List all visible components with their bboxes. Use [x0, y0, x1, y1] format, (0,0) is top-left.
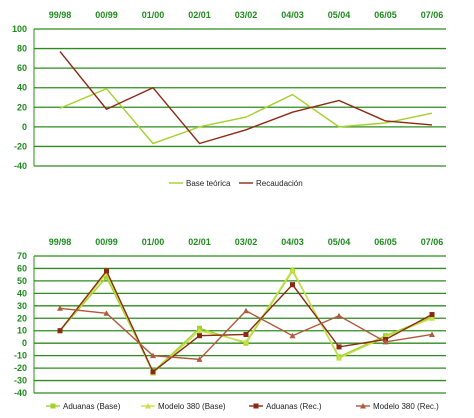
category-label: 04/03 [281, 237, 304, 247]
legend-label: Aduanas (Base) [63, 402, 121, 411]
category-label: 06/05 [374, 237, 397, 247]
legend-marker [50, 403, 56, 409]
data-point [243, 338, 249, 345]
data-point [196, 327, 203, 334]
category-label: 06/05 [374, 10, 397, 20]
y-tick-label: 100 [12, 24, 27, 34]
legend-label: Base teórica [186, 179, 231, 188]
series-line [59, 87, 433, 145]
data-point [290, 282, 295, 288]
y-tick-label: 20 [17, 102, 27, 112]
data-point [57, 305, 63, 311]
y-tick-label: -40 [14, 161, 27, 171]
data-point [197, 333, 202, 339]
category-label: 03/02 [235, 237, 258, 247]
category-label: 05/04 [328, 10, 351, 20]
y-tick-label: -30 [14, 376, 27, 386]
category-label: 99/98 [49, 10, 72, 20]
data-point [150, 369, 156, 375]
legend-marker [360, 403, 366, 409]
y-tick-label: -10 [14, 351, 27, 361]
data-point [289, 266, 296, 273]
data-point [57, 328, 63, 334]
data-point [243, 331, 249, 337]
legend-marker [145, 403, 151, 409]
category-label: 02/01 [188, 10, 211, 20]
category-label: 07/06 [421, 237, 444, 247]
y-tick-label: -40 [14, 388, 27, 398]
category-label: 07/06 [421, 10, 444, 20]
y-tick-label: -20 [14, 363, 27, 373]
y-tick-label: 30 [17, 301, 27, 311]
category-label: 01/00 [142, 10, 165, 20]
y-tick-label: 10 [17, 326, 27, 336]
y-tick-label: 40 [17, 288, 27, 298]
y-tick-label: 0 [22, 122, 27, 132]
y-tick-label: 0 [22, 338, 27, 348]
legend-marker [253, 403, 259, 409]
legend-label: Modelo 380 (Base) [158, 402, 226, 411]
data-point [429, 331, 435, 337]
data-point [382, 338, 389, 345]
data-point [289, 332, 296, 339]
category-label: 04/03 [281, 10, 304, 20]
data-point [336, 344, 342, 350]
category-label: 02/01 [188, 237, 211, 247]
category-label: 03/02 [235, 10, 258, 20]
category-label: 00/99 [95, 10, 118, 20]
chart-2: 70 60 50 40 30 20 10 0 -10 -20 -30 -40 99/98 00/99 01/… [14, 237, 446, 411]
category-label: 05/04 [328, 237, 351, 247]
y-tick-label: 60 [17, 63, 27, 73]
y-tick-label: -20 [14, 141, 27, 151]
legend-label: Modelo 380 (Rec.) [373, 402, 439, 411]
data-point [104, 268, 109, 274]
y-tick-label: 80 [17, 44, 27, 54]
y-tick-label: 70 [17, 251, 27, 261]
y-tick-label: 50 [17, 276, 27, 286]
legend-label: Recaudación [256, 179, 303, 188]
y-tick-label: 60 [17, 263, 27, 273]
data-point [243, 307, 249, 314]
series-line [59, 51, 433, 145]
category-label: 01/00 [142, 237, 165, 247]
category-label: 99/98 [49, 237, 72, 247]
data-point [336, 312, 342, 319]
data-point [150, 352, 156, 359]
data-point [336, 355, 342, 361]
legend-label: Aduanas (Rec.) [266, 402, 322, 411]
data-point [429, 312, 435, 318]
y-tick-label: 40 [17, 83, 27, 93]
y-tick-label: 20 [17, 313, 27, 323]
category-label: 00/99 [95, 237, 118, 247]
data-point [196, 356, 203, 362]
chart-1: 100 80 60 40 20 0 -20 -40 99/98 00/99 01/00 02/01 03… [12, 10, 446, 188]
data-point [103, 310, 110, 316]
data-point [104, 274, 109, 280]
data-point [429, 315, 435, 321]
